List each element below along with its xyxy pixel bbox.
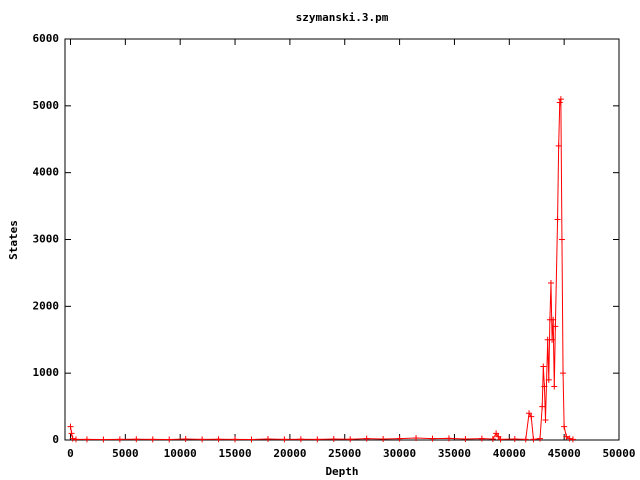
point-marker <box>545 376 552 383</box>
x-tick-label: 15000 <box>218 447 251 460</box>
point-marker <box>539 403 546 410</box>
x-tick-label: 30000 <box>383 447 416 460</box>
x-tick-label: 10000 <box>164 447 197 460</box>
point-marker <box>396 435 403 442</box>
point-marker <box>554 216 561 223</box>
point-marker <box>149 436 156 443</box>
y-tick-label: 1000 <box>33 366 60 379</box>
point-marker <box>537 435 544 442</box>
point-marker <box>100 436 107 443</box>
point-marker <box>551 383 558 390</box>
point-marker <box>561 423 568 430</box>
point-marker <box>511 435 518 442</box>
point-marker <box>314 436 321 443</box>
y-tick-label: 2000 <box>33 299 60 312</box>
point-marker <box>380 435 387 442</box>
point-marker <box>215 436 222 443</box>
point-marker <box>566 435 573 442</box>
point-marker <box>555 142 562 149</box>
point-marker <box>232 436 239 443</box>
y-tick-label: 3000 <box>33 233 60 246</box>
x-tick-label: 35000 <box>438 447 471 460</box>
point-marker <box>550 316 557 323</box>
point-marker <box>116 436 123 443</box>
point-marker <box>72 436 79 443</box>
point-marker <box>522 436 529 443</box>
point-marker <box>569 436 576 443</box>
chart-title: szymanski.3.pm <box>296 11 389 24</box>
point-marker <box>540 363 547 370</box>
x-tick-label: 5000 <box>112 447 139 460</box>
point-marker <box>528 413 535 420</box>
y-tick-label: 6000 <box>33 32 60 45</box>
point-marker <box>478 435 485 442</box>
point-marker <box>68 430 75 437</box>
point-marker <box>445 435 452 442</box>
point-marker <box>166 436 173 443</box>
point-marker <box>558 236 565 243</box>
point-marker <box>563 433 570 440</box>
x-tick-label: 25000 <box>328 447 361 460</box>
point-marker <box>549 336 556 343</box>
point-marker <box>248 436 255 443</box>
point-marker <box>530 436 537 443</box>
point-marker <box>462 435 469 442</box>
point-marker <box>83 436 90 443</box>
x-tick-label: 50000 <box>602 447 635 460</box>
point-marker <box>330 435 337 442</box>
point-marker <box>552 323 559 330</box>
point-marker <box>557 96 564 103</box>
y-tick-label: 4000 <box>33 166 60 179</box>
point-marker <box>526 410 533 417</box>
y-tick-label: 0 <box>52 433 59 446</box>
x-axis-label: Depth <box>325 465 358 478</box>
x-tick-label: 45000 <box>548 447 581 460</box>
point-marker <box>556 99 563 106</box>
point-marker <box>542 416 549 423</box>
point-marker <box>560 370 567 377</box>
point-marker <box>541 383 548 390</box>
point-marker <box>413 434 420 441</box>
point-marker <box>493 430 500 437</box>
y-axis-label: States <box>7 220 20 260</box>
point-marker <box>497 436 504 443</box>
point-marker <box>133 436 140 443</box>
point-marker <box>547 279 554 286</box>
y-tick-label: 5000 <box>33 99 60 112</box>
point-marker <box>489 435 496 442</box>
x-tick-label: 40000 <box>493 447 526 460</box>
point-marker <box>347 436 354 443</box>
point-marker <box>363 435 370 442</box>
point-marker <box>281 436 288 443</box>
x-tick-label: 20000 <box>273 447 306 460</box>
point-marker <box>67 423 74 430</box>
point-marker <box>182 435 189 442</box>
point-marker <box>297 436 304 443</box>
x-tick-label: 0 <box>67 447 74 460</box>
point-marker <box>69 435 76 442</box>
point-marker <box>264 435 271 442</box>
point-marker <box>429 435 436 442</box>
point-marker <box>199 436 206 443</box>
